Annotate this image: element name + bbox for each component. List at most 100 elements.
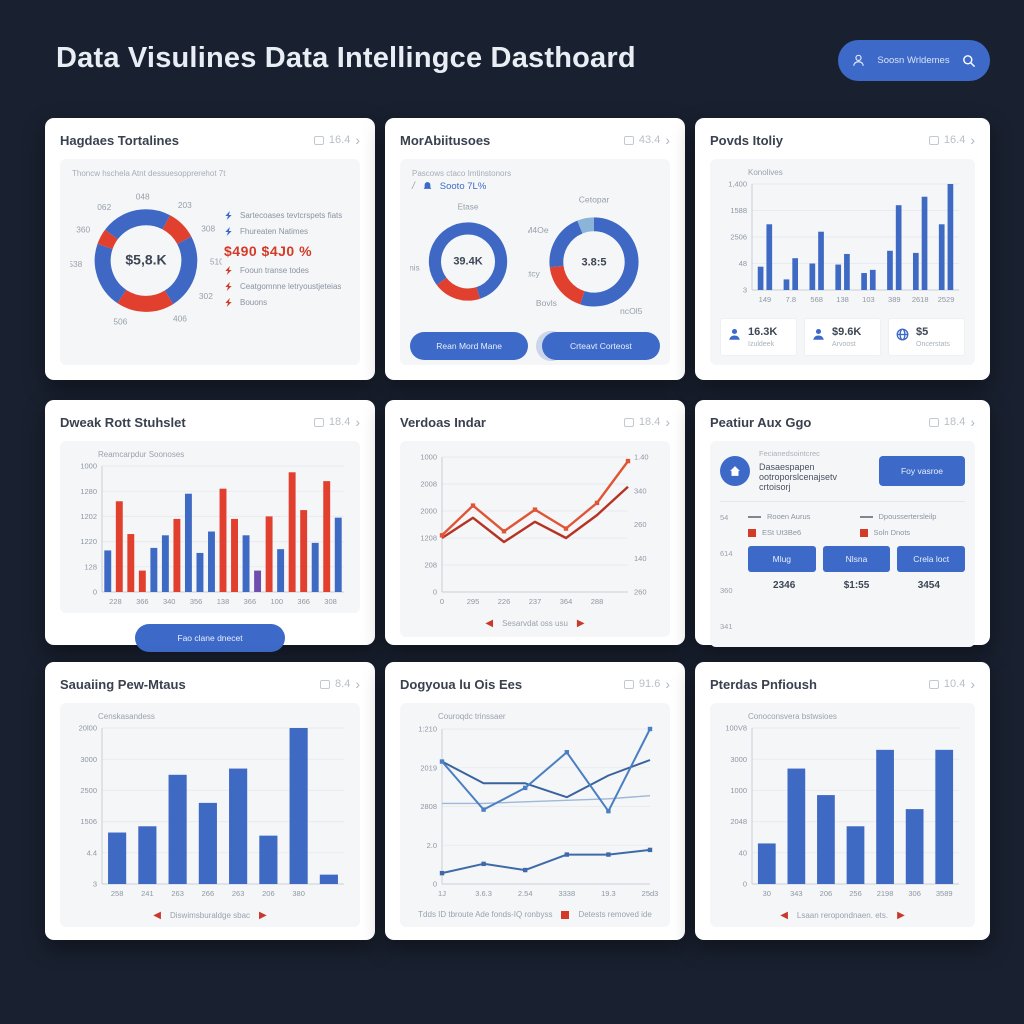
search-bar[interactable]: Soosn Wrldemes xyxy=(838,40,990,81)
card-title: Peatiur Aux Ggo xyxy=(710,414,812,430)
line-swatch xyxy=(748,515,761,518)
square-swatch xyxy=(748,528,756,537)
svg-text:062: 062 xyxy=(97,202,111,212)
card-meta-control[interactable]: 43.4 › xyxy=(623,132,670,148)
svg-text:4.4: 4.4 xyxy=(87,848,97,857)
meta-value: 18.4 xyxy=(943,416,966,428)
svg-text:3000: 3000 xyxy=(80,755,97,764)
read-more-button[interactable]: Rean Mord Mane xyxy=(410,332,529,360)
svg-text:506: 506 xyxy=(113,317,127,327)
card-meta-control[interactable]: 8.4 › xyxy=(320,676,360,692)
stat-tile: $5 Oncerstats xyxy=(888,318,965,356)
svg-text:226: 226 xyxy=(498,597,511,606)
option-value: 2346 xyxy=(773,580,796,591)
svg-text:364: 364 xyxy=(560,597,573,606)
card-hagdaes-tortalines: Hagdaes Tortalines 16.4 › Thoncw hschela… xyxy=(45,118,375,380)
legend-item: ESt Ut3Be6 xyxy=(748,528,854,537)
svg-text:343: 343 xyxy=(790,889,803,898)
svg-text:1.40: 1.40 xyxy=(634,453,649,462)
prev-arrow-icon[interactable]: ◀ xyxy=(153,910,161,921)
footer-caption: Sesarvdat oss usu xyxy=(502,619,568,628)
chevron-right-icon[interactable]: › xyxy=(665,676,670,692)
card-body: Reamcarpdur Soonoses 1000 1280 1202 1220 128… xyxy=(60,441,360,613)
svg-text:3589: 3589 xyxy=(936,889,953,898)
create-content-button[interactable]: Crteavt Corteost xyxy=(541,332,660,360)
stat-label: Izuldeek xyxy=(748,341,775,348)
card-meta-control[interactable]: 18.4 › xyxy=(623,414,670,430)
svg-text:203: 203 xyxy=(178,200,192,210)
red-square-swatch xyxy=(561,910,570,919)
option-button-1[interactable]: Mlug xyxy=(748,546,816,572)
svg-text:2500: 2500 xyxy=(80,786,97,795)
buy-now-button[interactable]: Foy vasroe xyxy=(879,455,965,486)
svg-text:Bovls: Bovls xyxy=(536,298,557,308)
svg-text:510: 510 xyxy=(210,257,222,267)
chevron-right-icon[interactable]: › xyxy=(970,414,975,430)
svg-text:2008: 2008 xyxy=(420,480,437,489)
svg-text:1280: 1280 xyxy=(80,487,97,496)
chevron-right-icon[interactable]: › xyxy=(665,132,670,148)
meta-value: 8.4 xyxy=(335,678,351,690)
chevron-right-icon[interactable]: › xyxy=(355,676,360,692)
search-icon[interactable] xyxy=(961,53,977,69)
bar-chart: 20l00 3000 2500 1506 4.4 3 258 241 263 266 263 206 3… xyxy=(70,721,350,904)
chevron-right-icon[interactable]: › xyxy=(355,414,360,430)
svg-text:366: 366 xyxy=(244,597,257,606)
svg-text:241: 241 xyxy=(141,889,154,898)
square-swatch xyxy=(859,528,868,537)
card-title: Dweak Rott Stuhslet xyxy=(60,414,186,430)
card-morabiitusoes: MorAbiitusoes 43.4 › Pascows ctaco Imtin… xyxy=(385,118,685,380)
svg-text:258: 258 xyxy=(111,889,124,898)
svg-text:ncOl5: ncOl5 xyxy=(620,306,643,316)
prev-arrow-icon[interactable]: ◀ xyxy=(485,618,494,629)
card-title: MorAbiitusoes xyxy=(400,132,491,148)
card-meta-control[interactable]: 16.4 › xyxy=(928,132,975,148)
card-meta-control[interactable]: 91.6 › xyxy=(623,676,670,692)
stat-label: Oncerstats xyxy=(916,341,950,348)
archive-icon xyxy=(623,135,634,145)
slash-icon: / xyxy=(412,181,415,192)
next-arrow-icon[interactable]: ▶ xyxy=(897,910,905,921)
svg-text:206: 206 xyxy=(820,889,833,898)
chevron-right-icon[interactable]: › xyxy=(355,132,360,148)
svg-text:3.6.3: 3.6.3 xyxy=(475,889,492,898)
axis-value: 341 xyxy=(720,621,733,631)
svg-text:3338: 3338 xyxy=(558,889,575,898)
stat-value: 16.3K xyxy=(748,326,778,338)
chart-title: Couroqdc trinssaer xyxy=(438,712,506,721)
card-meta-control[interactable]: 18.4 › xyxy=(313,414,360,430)
stat-tile: 16.3K Izuldeek xyxy=(720,318,797,356)
svg-text:568: 568 xyxy=(810,295,823,304)
legend-label: Bouons xyxy=(240,297,268,307)
card-meta-control[interactable]: 16.4 › xyxy=(313,132,360,148)
legend-item: Sartecoases tevtcrspets fiats xyxy=(224,210,350,220)
bar-chart: 1,400 1588 2506 48 3 149 7.8 568 138 103 389 2618 25… xyxy=(720,177,965,310)
option-button-2[interactable]: Nlsna xyxy=(822,546,891,572)
card-meta-control[interactable]: 18.4 › xyxy=(928,414,975,430)
see-details-button[interactable]: Fao clane dnecet xyxy=(135,624,285,652)
svg-text:0: 0 xyxy=(433,588,437,597)
svg-text:2618: 2618 xyxy=(912,295,929,304)
stat-value: $5 xyxy=(916,326,929,338)
search-label: Soosn Wrldemes xyxy=(877,55,950,66)
card-peatiur-aux-ggo: Peatiur Aux Ggo 18.4 › Fecianedsointcrec… xyxy=(695,400,990,647)
axis-value: 614 xyxy=(720,549,733,559)
svg-text:1000: 1000 xyxy=(420,453,437,462)
next-arrow-icon[interactable]: ▶ xyxy=(259,910,267,921)
legend-label: Fhureaten Natimes xyxy=(240,226,309,236)
meta-value: 43.4 xyxy=(638,134,661,146)
svg-text:39.4K: 39.4K xyxy=(453,255,482,267)
prev-arrow-icon[interactable]: ◀ xyxy=(780,910,788,921)
card-body: Censkasandess 20l00 3000 2500 1506 4.4 3 258 24… xyxy=(60,703,360,927)
option-button-3[interactable]: Crela loct xyxy=(897,546,966,572)
chevron-right-icon[interactable]: › xyxy=(970,676,975,692)
chevron-right-icon[interactable]: › xyxy=(665,414,670,430)
legend-label: Ceatgomnne letryoustjeteias xyxy=(240,281,342,291)
svg-text:308: 308 xyxy=(201,224,215,234)
globe-icon xyxy=(896,328,909,341)
card-meta-control[interactable]: 10.4 › xyxy=(928,676,975,692)
next-arrow-icon[interactable]: ▶ xyxy=(576,618,585,629)
chevron-right-icon[interactable]: › xyxy=(970,132,975,148)
card-body: Thoncw hschela Atnt dessuesopprerehot 7t… xyxy=(60,159,360,365)
bolt-icon xyxy=(225,281,232,291)
